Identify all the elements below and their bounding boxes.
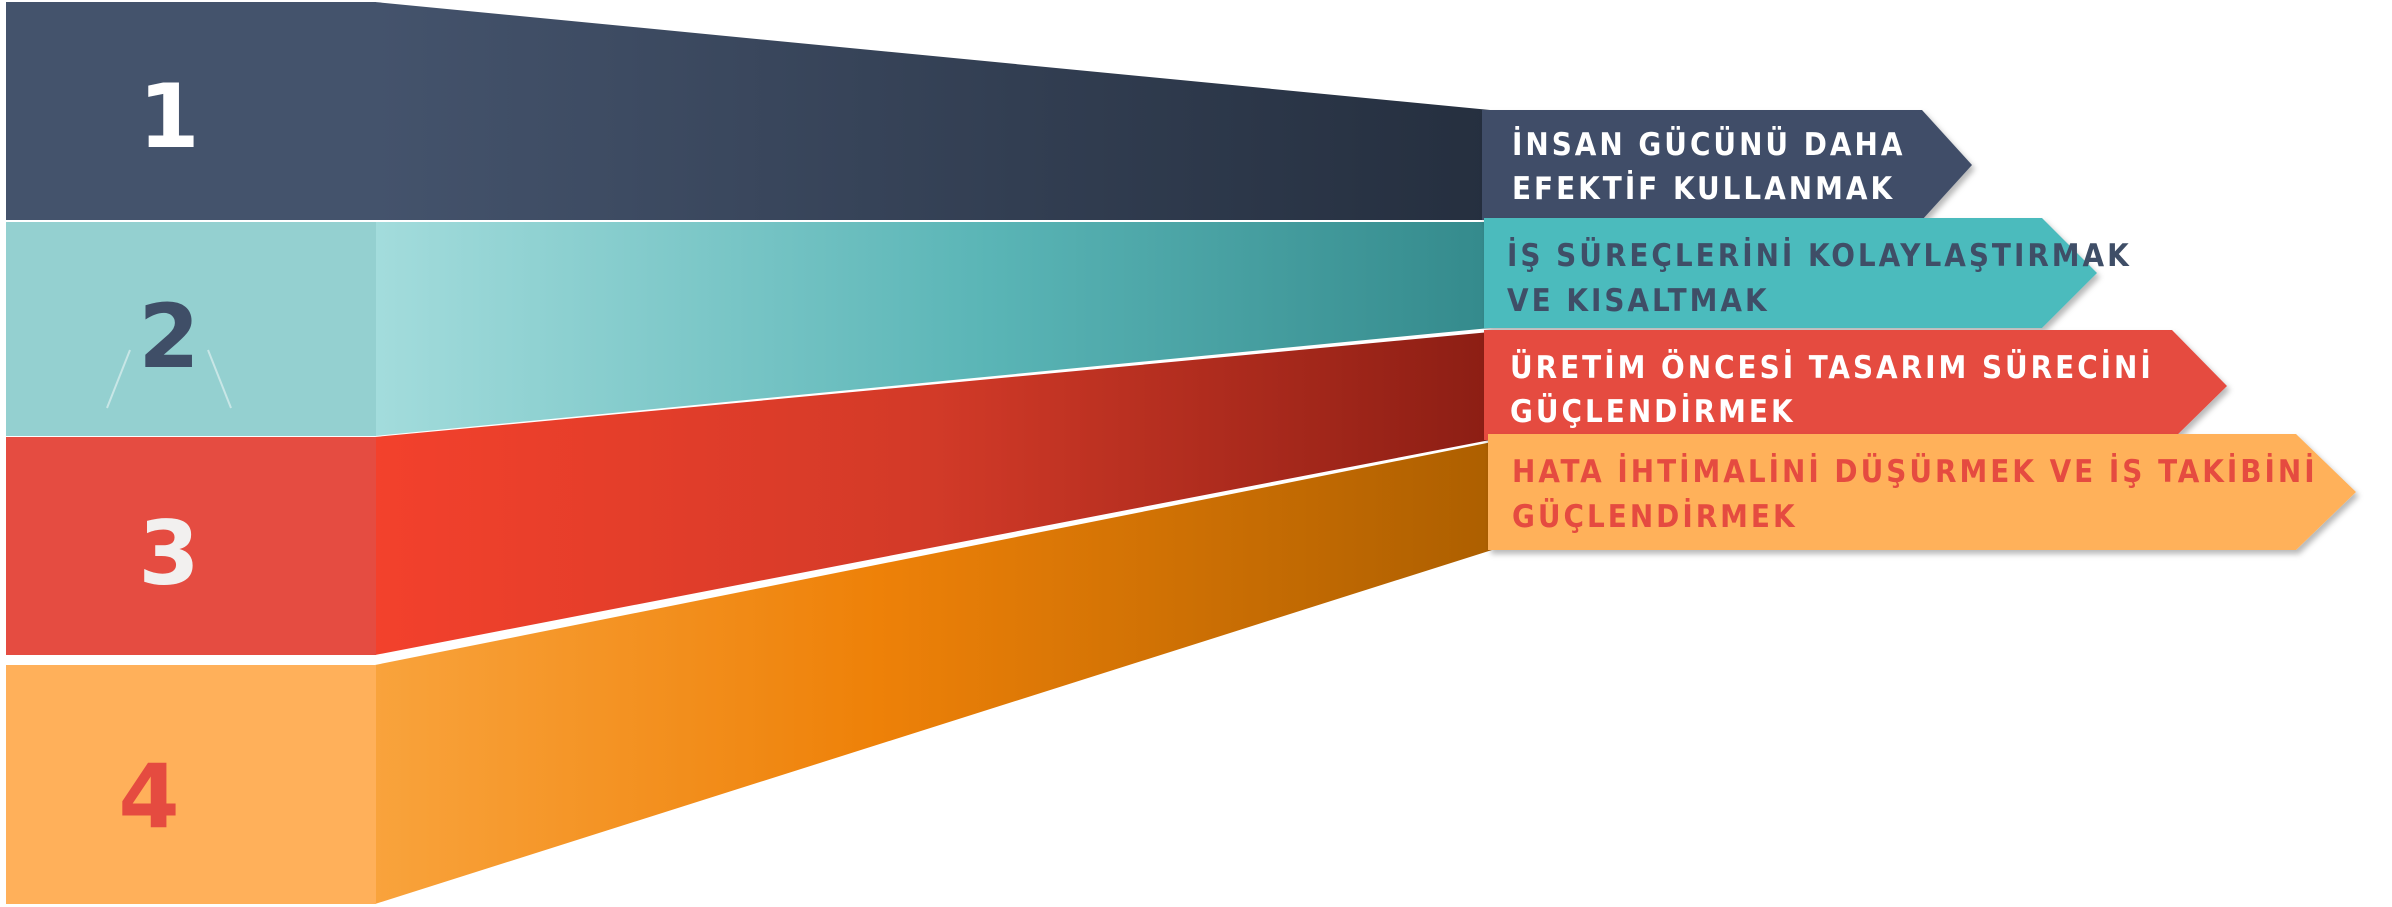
arrow-3-line-1: ÜRETİM ÖNCESİ TASARIM SÜRECİNİ <box>1510 349 2154 386</box>
ribbon-3-block <box>6 437 376 655</box>
arrow-1-line-2: EFEKTİF KULLANMAK <box>1512 171 1895 207</box>
ribbon-4: 4 <box>6 442 1492 904</box>
ribbon-1-band <box>375 2 1490 220</box>
ribbon-3-number: 3 <box>138 502 199 605</box>
ribbon-4-block <box>6 665 376 904</box>
ribbon-3: 3 <box>6 332 1490 655</box>
ribbon-2: 2 <box>6 222 1490 436</box>
arrow-4: HATA İHTİMALİNİ DÜŞÜRMEK VE İŞ TAKİBİNİ … <box>1488 434 2356 550</box>
arrow-4-line-1: HATA İHTİMALİNİ DÜŞÜRMEK VE İŞ TAKİBİNİ <box>1512 453 2318 490</box>
arrow-3-line-2: GÜÇLENDİRMEK <box>1510 393 1796 430</box>
ribbon-2-block <box>6 222 376 436</box>
ribbon-2-band <box>375 222 1490 436</box>
arrow-1-shape <box>1482 110 1972 220</box>
arrow-2-shape <box>1484 218 2097 328</box>
arrow-1: İNSAN GÜCÜNÜ DAHA EFEKTİF KULLANMAK <box>1482 110 1972 220</box>
arrow-3-shape <box>1484 330 2227 440</box>
arrow-1-line-1: İNSAN GÜCÜNÜ DAHA <box>1512 126 1905 163</box>
ribbon-1-number: 1 <box>138 65 199 168</box>
arrow-4-line-2: GÜÇLENDİRMEK <box>1512 498 1798 535</box>
arrow-4-shape <box>1488 434 2356 550</box>
ribbon-2-accent-left <box>106 349 131 409</box>
ribbon-4-band <box>375 442 1492 904</box>
ribbon-1-block <box>6 2 376 220</box>
ribbon-1: 1 <box>6 2 1490 220</box>
arrow-3: ÜRETİM ÖNCESİ TASARIM SÜRECİNİ GÜÇLENDİR… <box>1484 330 2227 440</box>
ribbon-3-band <box>375 332 1490 655</box>
arrow-2: İŞ SÜREÇLERİNİ KOLAYLAŞTIRMAK VE KISALTM… <box>1484 218 2132 328</box>
ribbon-2-number: 2 <box>138 285 199 388</box>
arrow-2-line-1: İŞ SÜREÇLERİNİ KOLAYLAŞTIRMAK <box>1507 237 2132 274</box>
ribbon-4-number: 4 <box>118 745 179 848</box>
ribbon-2-accent-right <box>207 349 232 409</box>
arrow-2-line-2: VE KISALTMAK <box>1507 283 1770 319</box>
